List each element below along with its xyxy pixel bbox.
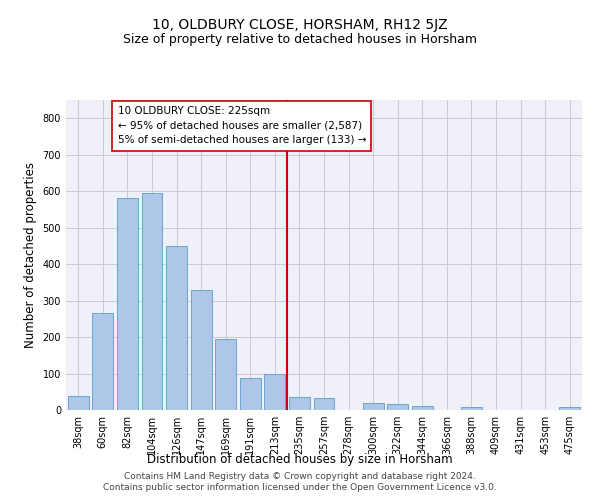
Bar	[215, 339, 236, 410]
Text: 10, OLDBURY CLOSE, HORSHAM, RH12 5JZ: 10, OLDBURY CLOSE, HORSHAM, RH12 5JZ	[152, 18, 448, 32]
Text: Distribution of detached houses by size in Horsham: Distribution of detached houses by size …	[147, 452, 453, 466]
Bar	[387, 404, 408, 410]
Bar	[314, 398, 334, 410]
Bar	[191, 290, 212, 410]
Bar	[289, 396, 310, 410]
Bar	[68, 396, 89, 410]
Bar	[166, 246, 187, 410]
Text: 10 OLDBURY CLOSE: 225sqm
← 95% of detached houses are smaller (2,587)
5% of semi: 10 OLDBURY CLOSE: 225sqm ← 95% of detach…	[118, 106, 366, 146]
Bar	[362, 404, 383, 410]
Bar	[265, 374, 286, 410]
Bar	[559, 407, 580, 410]
Bar	[92, 314, 113, 410]
Y-axis label: Number of detached properties: Number of detached properties	[24, 162, 37, 348]
Bar	[461, 408, 482, 410]
Bar	[117, 198, 138, 410]
Text: Contains public sector information licensed under the Open Government Licence v3: Contains public sector information licen…	[103, 484, 497, 492]
Bar	[412, 406, 433, 410]
Text: Contains HM Land Registry data © Crown copyright and database right 2024.: Contains HM Land Registry data © Crown c…	[124, 472, 476, 481]
Bar	[240, 378, 261, 410]
Text: Size of property relative to detached houses in Horsham: Size of property relative to detached ho…	[123, 32, 477, 46]
Bar	[142, 193, 163, 410]
